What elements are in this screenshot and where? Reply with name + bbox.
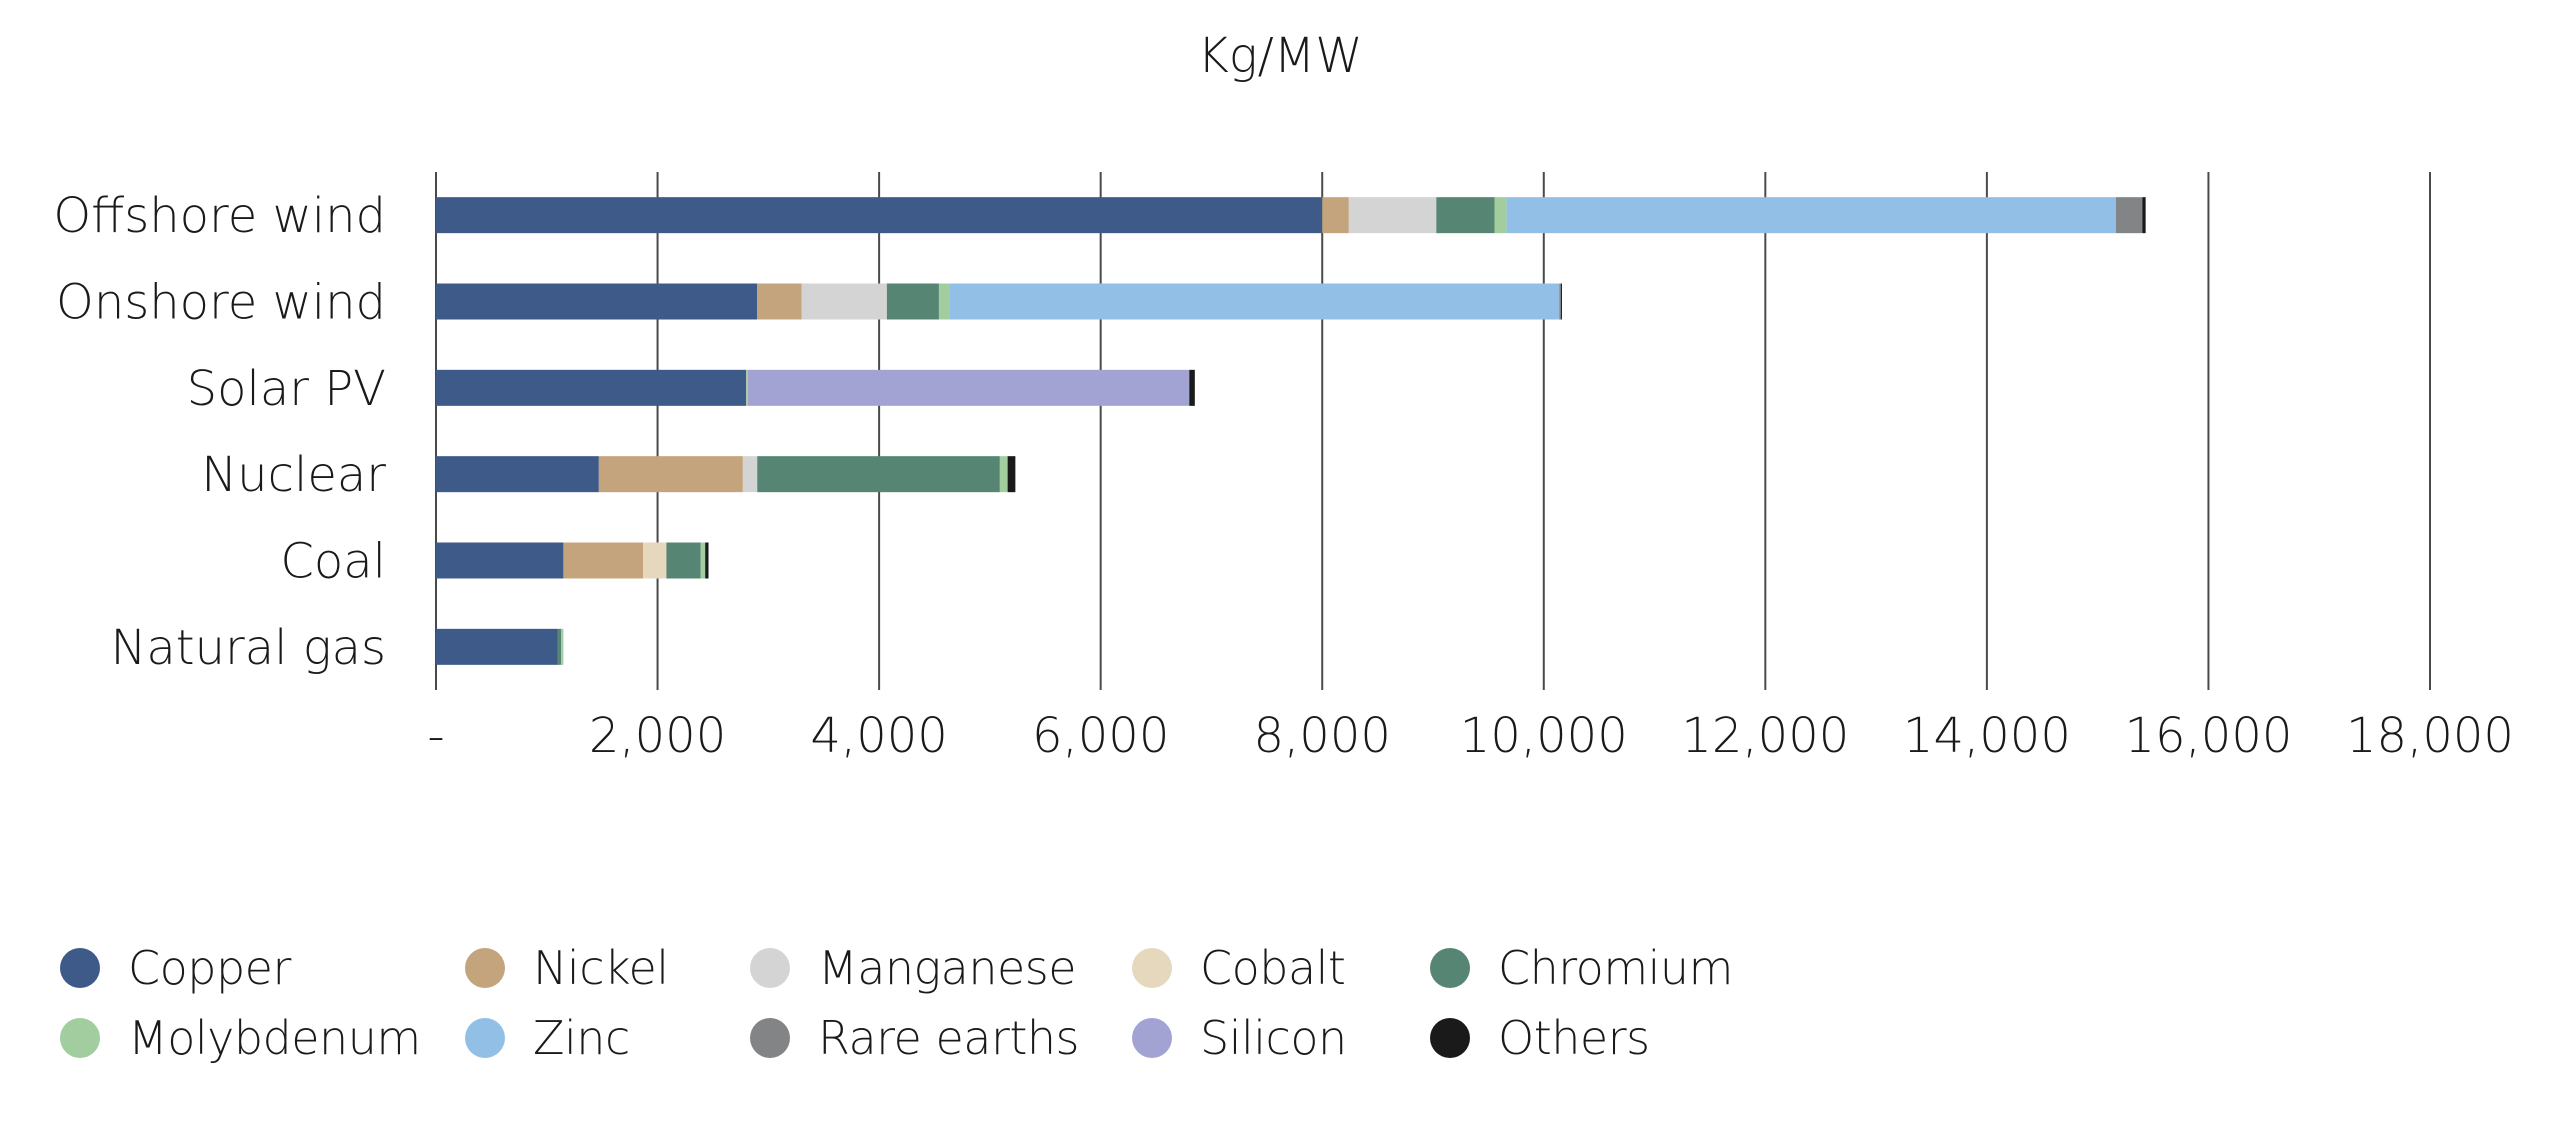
legend-label: Silicon	[1200, 1011, 1347, 1065]
bar-segment-molybdenum	[746, 369, 748, 406]
category-label: Solar PV	[187, 361, 386, 417]
legend-label: Zinc	[533, 1011, 630, 1065]
legend-item: Manganese	[750, 938, 1077, 998]
bar-segment-copper	[436, 369, 747, 406]
bar-segment-molybdenum	[938, 283, 951, 320]
bars	[436, 197, 2146, 665]
legend-swatch	[1132, 948, 1172, 988]
x-tick-label: 12,000	[1681, 708, 1849, 764]
bar-segment-silicon	[747, 369, 1190, 406]
legend-item: Silicon	[1132, 1008, 1347, 1068]
x-tick-label: 4,000	[810, 708, 947, 764]
x-tick-label: 16,000	[2124, 708, 2292, 764]
legend-item: Copper	[60, 938, 291, 998]
legend-label: Others	[1498, 1011, 1650, 1065]
bar-segment-nickel	[757, 283, 802, 320]
bar-segment-chromium	[666, 542, 701, 579]
bar-segment-molybdenum	[561, 628, 564, 665]
x-tick-label: 8,000	[1254, 708, 1391, 764]
bar-segment-manganese	[1348, 197, 1437, 234]
bar-segment-zinc	[950, 283, 1560, 320]
legend-swatch	[750, 948, 790, 988]
bar-segment-chromium	[1436, 197, 1495, 234]
bar-segment-molybdenum	[999, 456, 1008, 493]
chart: Kg/MW Offshore wind Onshore wind Solar PV N…	[53, 28, 2514, 764]
bar-segment-copper	[436, 456, 599, 493]
bar-segment-others	[2142, 197, 2146, 234]
bar-segment-chromium	[557, 628, 562, 665]
x-tick-labels: - 2,000 4,000 6,000 8,000 10,000 12,000 14,000 1…	[427, 708, 2514, 764]
legend-item: Molybdenum	[60, 1008, 421, 1068]
legend-item: Nickel	[465, 938, 669, 998]
bar-segment-rare-earths	[2115, 197, 2143, 234]
bar-segment-nickel	[598, 456, 743, 493]
legend-swatch	[465, 1018, 505, 1058]
bar-segment-nickel	[563, 542, 644, 579]
x-tick-label: 2,000	[589, 708, 726, 764]
x-tick-label: 18,000	[2346, 708, 2514, 764]
x-tick-label: -	[427, 708, 444, 764]
bar-segment-zinc	[1506, 197, 2116, 234]
bar-segment-copper	[436, 542, 564, 579]
legend-item: Rare earths	[750, 1008, 1080, 1068]
legend-label: Nickel	[533, 941, 669, 995]
bar-segment-rare-earths	[1559, 283, 1561, 320]
legend-label: Molybdenum	[128, 1011, 421, 1065]
category-label: Nuclear	[201, 447, 386, 503]
x-tick-label: 14,000	[1903, 708, 2071, 764]
bar-segment-cobalt	[643, 542, 667, 579]
x-tick-label: 6,000	[1032, 708, 1169, 764]
bar-segment-chromium	[886, 283, 939, 320]
category-label: Natural gas	[110, 620, 386, 676]
category-label: Coal	[280, 534, 386, 590]
bar-segment-others	[1007, 456, 1016, 493]
legend-item: Chromium	[1430, 938, 1733, 998]
bar-segment-molybdenum	[700, 542, 706, 579]
legend-label: Chromium	[1498, 941, 1733, 995]
bar-segment-others	[1189, 369, 1195, 406]
bar-segment-copper	[436, 283, 758, 320]
legend-item: Cobalt	[1132, 938, 1346, 998]
bar-segment-manganese	[742, 456, 758, 493]
bar-segment-nickel	[1322, 197, 1349, 234]
bar-segment-manganese	[801, 283, 887, 320]
bar-segment-chromium	[757, 456, 1000, 493]
legend-label: Cobalt	[1200, 941, 1346, 995]
legend-swatch	[1430, 948, 1470, 988]
legend-swatch	[60, 1018, 100, 1058]
legend-swatch	[60, 948, 100, 988]
legend-item: Zinc	[465, 1008, 630, 1068]
legend-label: Rare earths	[818, 1011, 1080, 1065]
legend-swatch	[465, 948, 505, 988]
grid-lines	[435, 172, 2431, 690]
category-labels: Offshore wind Onshore wind Solar PV Nuclear…	[53, 188, 386, 676]
bar-segment-copper	[436, 197, 1323, 234]
legend-label: Manganese	[818, 941, 1077, 995]
legend-swatch	[1132, 1018, 1172, 1058]
legend-item: Others	[1430, 1008, 1650, 1068]
chart-title: Kg/MW	[1197, 28, 1362, 84]
x-tick-label: 10,000	[1460, 708, 1628, 764]
bar-segment-others	[1560, 283, 1562, 320]
bar-segment-others	[705, 542, 709, 579]
legend-swatch	[1430, 1018, 1470, 1058]
bar-segment-molybdenum	[1494, 197, 1507, 234]
legend-label: Copper	[128, 941, 291, 995]
bar-segment-copper	[436, 628, 558, 665]
category-label: Offshore wind	[53, 188, 386, 244]
legend-swatch	[750, 1018, 790, 1058]
category-label: Onshore wind	[56, 275, 386, 331]
